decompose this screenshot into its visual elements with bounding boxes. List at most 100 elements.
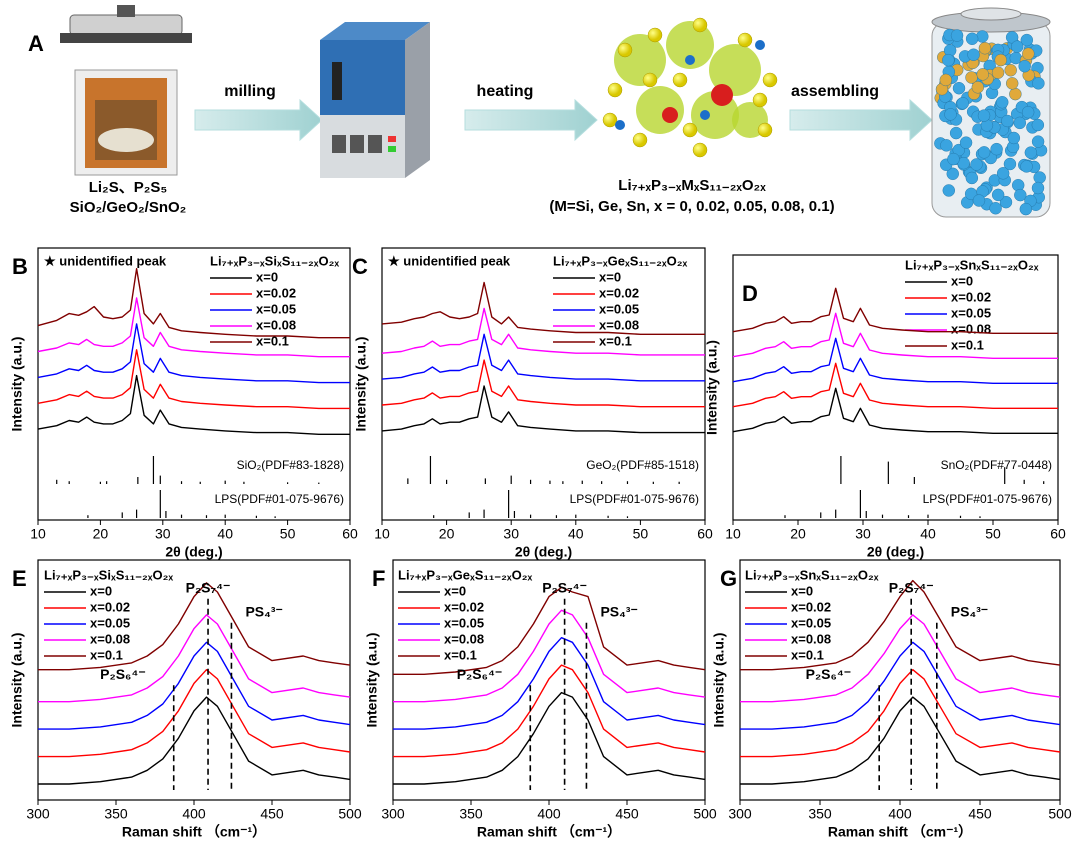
- sulfur: [683, 123, 697, 137]
- oxygen: [662, 107, 678, 123]
- legend-label: x=0.05: [599, 301, 639, 316]
- polyhedron: [636, 86, 684, 134]
- particle: [1011, 41, 1023, 53]
- particle: [976, 30, 988, 42]
- arrow: [195, 100, 322, 140]
- x-tick-label: 450: [968, 806, 992, 822]
- legend-title: Li₇₊ₓP₃₋ₓSnₓS₁₁₋₂ₓO₂ₓ: [745, 567, 879, 582]
- y-axis-label: Intensity (a.u.): [9, 337, 25, 432]
- x-tick-label: 50: [633, 526, 649, 542]
- x-axis-label: 2θ (deg.): [515, 544, 572, 560]
- band-label: PS₄³⁻: [245, 604, 282, 620]
- particle: [945, 108, 957, 120]
- sulfur: [633, 133, 647, 147]
- band-label: P₂S₆⁴⁻: [806, 666, 852, 682]
- lithium: [700, 110, 710, 120]
- chart-panel: D1020304050602θ (deg.)Intensity (a.u.)x=…: [704, 255, 1066, 560]
- legend-title: Li₇₊ₓP₃₋ₓSnₓS₁₁₋₂ₓO₂ₓ: [905, 257, 1039, 272]
- sulfur: [618, 43, 632, 57]
- x-tick-label: 60: [697, 526, 713, 542]
- curve: [382, 386, 705, 433]
- annotation: ★ unidentified peak: [388, 253, 511, 268]
- x-tick-label: 400: [182, 806, 206, 822]
- curve: [382, 283, 705, 335]
- x-tick-label: 400: [537, 806, 561, 822]
- chart-panel: G300350400450500Raman shift （cm⁻¹）Intens…: [711, 560, 1072, 840]
- particle: [977, 68, 989, 80]
- x-tick-label: 500: [338, 806, 362, 822]
- page: {"panel_a": {"letter": "A", "steps": ["m…: [0, 0, 1077, 851]
- legend-label: x=0.02: [791, 599, 831, 614]
- y-axis-label: Intensity (a.u.): [9, 633, 25, 728]
- step-label: heating: [477, 83, 534, 100]
- plot-frame: [733, 255, 1058, 520]
- sulfur: [693, 143, 707, 157]
- x-axis-label: Raman shift （cm⁻¹）: [828, 824, 972, 840]
- panel-letter: F: [372, 566, 385, 591]
- sulfur: [758, 123, 772, 137]
- particle: [1006, 77, 1018, 89]
- x-tick-label: 500: [693, 806, 717, 822]
- particle: [953, 82, 965, 94]
- lithium: [615, 120, 625, 130]
- x-tick-label: 50: [985, 526, 1001, 542]
- legend-label: x=0.02: [951, 289, 991, 304]
- particle: [951, 30, 963, 42]
- particle: [978, 110, 990, 122]
- particle: [940, 74, 952, 86]
- y-axis-label: Intensity (a.u.): [711, 633, 727, 728]
- x-tick-label: 350: [808, 806, 832, 822]
- curve: [733, 313, 1058, 358]
- curve: [733, 338, 1058, 383]
- legend-label: x=0.08: [444, 631, 484, 646]
- legend-label: x=0: [599, 269, 621, 284]
- composition: (M=Si, Ge, Sn, x = 0, 0.02, 0.05, 0.08, …: [549, 198, 834, 215]
- x-tick-label: 450: [615, 806, 639, 822]
- particle: [1020, 203, 1032, 215]
- legend-label: x=0.02: [599, 285, 639, 300]
- step-label: assembling: [791, 83, 879, 100]
- particle: [978, 146, 990, 158]
- sulfur: [643, 73, 657, 87]
- annotation: ★ unidentified peak: [44, 253, 167, 268]
- x-tick-label: 350: [459, 806, 483, 822]
- legend-label: x=0: [90, 583, 112, 598]
- reference-label: LPS(PDF#01-075-9676): [570, 492, 699, 506]
- particle: [972, 81, 984, 93]
- legend-label: x=0.05: [444, 615, 484, 630]
- charts: B1020304050602θ (deg.)Intensity (a.u.)x=…: [9, 248, 1072, 840]
- legend-label: x=0.05: [791, 615, 831, 630]
- band-label: P₂S₆⁴⁻: [457, 666, 503, 682]
- x-tick-label: 60: [1050, 526, 1066, 542]
- particle: [1021, 160, 1033, 172]
- oxide-label: SiO₂/GeO₂/SnO₂: [70, 199, 187, 216]
- particle: [1005, 64, 1017, 76]
- panel-a: A milling heating a: [28, 5, 1050, 217]
- x-tick-label: 400: [888, 806, 912, 822]
- legend-label: x=0.1: [791, 647, 824, 662]
- y-axis-label: Intensity (a.u.): [353, 337, 369, 432]
- particle: [1032, 182, 1044, 194]
- panel-letter: E: [12, 566, 27, 591]
- legend-label: x=0: [444, 583, 466, 598]
- step-label: milling: [224, 83, 276, 100]
- x-tick-label: 30: [855, 526, 871, 542]
- curve: [393, 587, 705, 674]
- legend-label: x=0.1: [256, 333, 289, 348]
- particle: [1025, 147, 1037, 159]
- particle: [992, 189, 1004, 201]
- x-tick-label: 60: [342, 526, 358, 542]
- plot-frame: [38, 248, 350, 520]
- sulfur: [608, 83, 622, 97]
- x-tick-label: 50: [280, 526, 296, 542]
- particle: [1032, 119, 1044, 131]
- curve: [38, 350, 350, 409]
- particle: [1032, 136, 1044, 148]
- sulfur: [753, 93, 767, 107]
- particle: [979, 42, 991, 54]
- curve: [382, 334, 705, 381]
- reference-label: SiO₂(PDF#83-1828): [237, 458, 344, 472]
- curve: [393, 638, 705, 729]
- arrow: [790, 100, 932, 140]
